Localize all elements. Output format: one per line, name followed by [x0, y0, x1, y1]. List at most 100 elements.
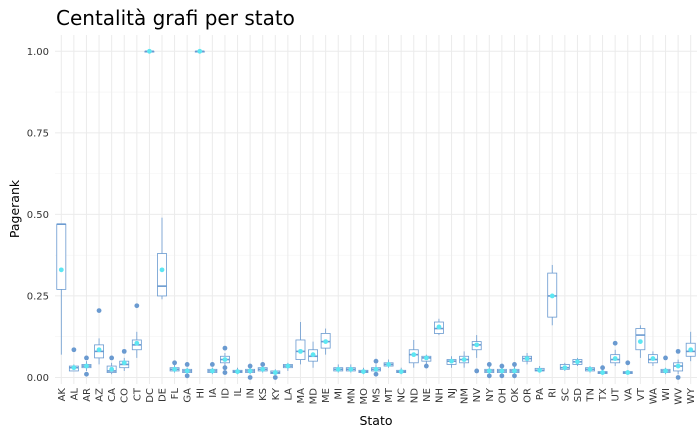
mean-point: [84, 363, 89, 369]
x-tick-label: NC: [397, 388, 408, 402]
mean-point: [235, 369, 240, 375]
box-group: [496, 363, 507, 379]
mean-point: [121, 360, 127, 366]
x-tick-label: MO: [359, 388, 370, 405]
x-tick-label: NE: [422, 388, 433, 402]
mean-point: [637, 339, 643, 344]
outlier-point: [84, 371, 89, 377]
mean-point: [486, 368, 492, 374]
box-group: [220, 345, 230, 375]
box-group: [635, 325, 646, 358]
outlier-point: [612, 340, 618, 346]
x-tick-label: NV: [472, 388, 483, 402]
mean-point: [612, 356, 618, 361]
outlier-point: [423, 363, 429, 369]
outlier-point: [209, 362, 215, 367]
outlier-point: [184, 373, 190, 379]
x-tick-label: LA: [283, 388, 294, 401]
outlier-point: [222, 345, 228, 351]
y-axis-ticks: 0.00 0.25 0.50 0.75 1.00: [27, 47, 49, 384]
x-tick-label: VT: [636, 387, 647, 401]
outlier-point: [172, 360, 177, 366]
box-group: [358, 367, 369, 375]
grid-layer: [55, 35, 697, 384]
mean-point: [71, 365, 77, 371]
box-group: [68, 347, 79, 372]
mean-point: [386, 362, 391, 367]
x-tick-label: AL: [69, 388, 80, 401]
mean-point: [109, 366, 115, 372]
box-group: [509, 362, 520, 379]
x-tick-label: WI: [661, 388, 672, 401]
x-tick-label: AK: [57, 388, 68, 402]
x-tick-label: MS: [372, 388, 383, 403]
box-group: [522, 353, 532, 365]
mean-point: [587, 366, 593, 372]
mean-point: [512, 368, 517, 374]
box-group: [270, 369, 281, 380]
box-group: [345, 364, 356, 373]
box-iqr: [157, 253, 167, 297]
mean-point: [361, 369, 366, 375]
box-group: [484, 362, 495, 379]
x-tick-label: WA: [648, 388, 659, 404]
outlier-point: [134, 303, 140, 309]
box-group: [94, 308, 104, 365]
box-group: [585, 366, 595, 373]
box-group: [648, 351, 658, 367]
outlier-point: [373, 358, 379, 364]
mean-point: [625, 370, 631, 375]
mean-point: [184, 368, 190, 374]
x-tick-label: MD: [309, 388, 320, 405]
box-group: [144, 48, 155, 54]
x-tick-label: OR: [523, 388, 534, 403]
x-tick-label: NH: [434, 388, 445, 403]
box-group: [245, 363, 256, 380]
outlier-point: [499, 363, 505, 369]
mean-point: [348, 366, 354, 372]
outlier-point: [96, 308, 102, 314]
mean-point: [663, 368, 668, 374]
y-tick-label: 0.50: [27, 210, 49, 221]
mean-point: [499, 368, 505, 374]
x-tick-label: DC: [145, 388, 156, 403]
outlier-point: [675, 348, 681, 354]
x-tick-label: IA: [208, 388, 219, 398]
outlier-point: [600, 365, 605, 371]
x-tick-label: PA: [535, 388, 546, 400]
mean-point: [549, 293, 555, 299]
box-group: [673, 348, 684, 380]
x-tick-label: TN: [586, 388, 597, 403]
mean-point: [423, 355, 429, 361]
x-tick-label: NY: [485, 387, 496, 401]
x-tick-label: DE: [158, 388, 169, 402]
x-tick-label: WY: [686, 387, 697, 404]
box-group: [320, 328, 331, 355]
box-group: [169, 360, 180, 373]
box-group: [408, 339, 419, 368]
box-group: [572, 357, 583, 367]
box-group: [685, 331, 696, 362]
mean-point: [222, 357, 228, 362]
mean-point: [197, 48, 203, 54]
mean-point: [373, 366, 379, 372]
box-group: [295, 322, 306, 365]
outlier-point: [663, 355, 668, 361]
x-tick-label: ME: [321, 388, 332, 403]
mean-point: [449, 358, 454, 364]
mean-point: [58, 267, 64, 273]
x-axis-ticks: AK AL AR AZ CA CO CT DC DE FL GA HI IA ID IL IN KS KY LA MA…: [57, 387, 697, 405]
box-group: [371, 358, 381, 377]
x-tick-label: VA: [623, 388, 634, 401]
mean-point: [675, 363, 681, 369]
outlier-point: [260, 362, 266, 367]
box-iqr: [56, 223, 67, 290]
box-group: [207, 362, 218, 375]
x-tick-label: AZ: [95, 388, 106, 402]
x-tick-label: IN: [246, 388, 257, 398]
mean-point: [147, 48, 152, 54]
mean-point: [474, 342, 480, 348]
outlier-point: [512, 373, 517, 379]
outlier-point: [121, 348, 127, 354]
